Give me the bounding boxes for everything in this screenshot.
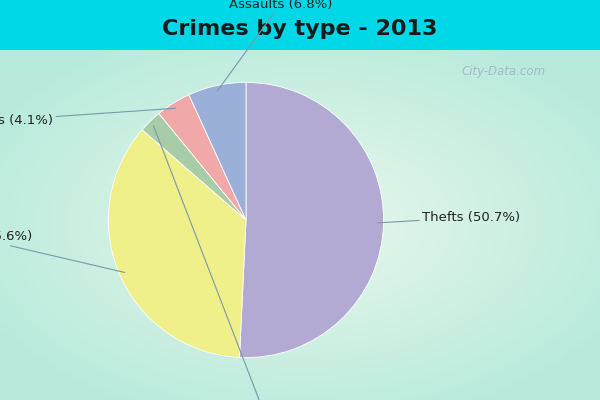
Text: Crimes by type - 2013: Crimes by type - 2013 — [163, 19, 437, 39]
Text: Thefts (50.7%): Thefts (50.7%) — [378, 211, 520, 224]
Wedge shape — [159, 95, 246, 220]
Text: Assaults (6.8%): Assaults (6.8%) — [217, 0, 332, 91]
Wedge shape — [142, 114, 246, 220]
Text: City-Data.com: City-Data.com — [462, 66, 546, 78]
Wedge shape — [109, 130, 246, 358]
Text: Auto thefts (4.1%): Auto thefts (4.1%) — [0, 108, 176, 128]
Text: Robberies (2.7%): Robberies (2.7%) — [154, 126, 328, 400]
Wedge shape — [189, 82, 246, 220]
Wedge shape — [239, 82, 383, 358]
Text: Burglaries (35.6%): Burglaries (35.6%) — [0, 230, 125, 272]
